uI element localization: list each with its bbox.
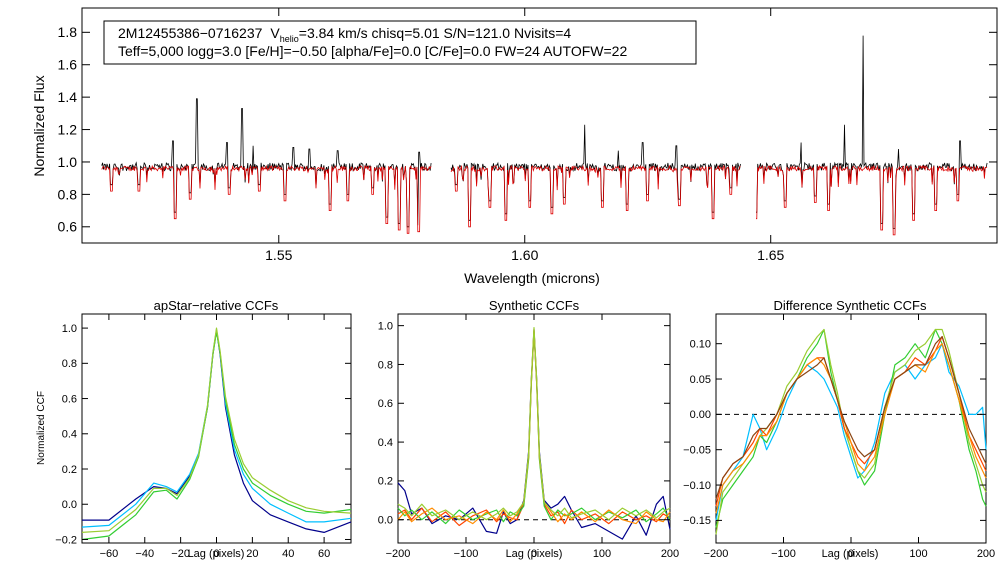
difference-ytick-label: −0.10 (683, 480, 711, 492)
synthetic-xtick-label: 100 (593, 548, 611, 560)
apstar-xtick-label: 40 (282, 548, 294, 560)
difference-ytick-label: 0.10 (690, 339, 711, 351)
difference-xtick-label: 0 (848, 548, 854, 560)
synthetic-ytick-label: 0.2 (378, 476, 393, 488)
spectrum-data (101, 35, 988, 236)
synthetic-ytick-label: 0.0 (378, 515, 393, 527)
apstar-xtick-label: 20 (246, 548, 258, 560)
spectrum-ytick-label: 0.6 (58, 219, 78, 235)
legend-box (103, 20, 697, 65)
spectrum-series-observed-chip-3 (756, 35, 988, 229)
synthetic-title: Synthetic CCFs (489, 298, 580, 313)
synthetic-series-template-2 (397, 330, 671, 527)
synthetic-ytick-label: 1.0 (378, 320, 393, 332)
spectrum-ytick-label: 1.2 (58, 121, 78, 137)
legend-star-id: 2M12455386−0716237 (118, 25, 263, 41)
synthetic-ytick-label: 0.6 (378, 398, 393, 410)
spectrum-ytick-label: 1.0 (58, 154, 78, 170)
apstar-xtick-label: −60 (100, 548, 119, 560)
difference-data (715, 328, 987, 535)
apstar-ytick-label: 0.4 (62, 429, 77, 441)
difference-series-diff-3 (715, 328, 987, 535)
spectrum-xtick-label: 1.60 (511, 247, 538, 263)
apstar-ytick-label: 0.2 (62, 464, 77, 476)
apstar-x-label: Lag (pixels) (188, 548, 245, 560)
apstar-series-visit-4 (81, 327, 352, 533)
difference-ticks: −200 −100 0 100 200 −0.15 −0.10 −0.05 0.00 0.05 0.… (683, 314, 995, 560)
apstar-ytick-label: 0.6 (62, 393, 77, 405)
synthetic-ytick-label: 0.8 (378, 359, 393, 371)
difference-xtick-label: −100 (771, 548, 796, 560)
apstar-xtick-label: −20 (171, 548, 190, 560)
spectrum-ytick-label: 1.6 (58, 57, 78, 73)
apstar-ccf-panel: apStar−relative CCFs −60 −40 −20 0 20 40 60 −0.… (36, 298, 352, 560)
difference-ytick-label: −0.05 (683, 445, 711, 457)
legend-v-values: =3.84 km/s chisq=5.01 S/N=121.0 Nvisits=… (299, 25, 572, 41)
difference-xtick-label: 200 (977, 548, 995, 560)
spectrum-xtick-label: 1.65 (757, 247, 784, 263)
spectrum-series-model-chip-3 (756, 164, 988, 236)
synthetic-xtick-label: −200 (386, 548, 411, 560)
synthetic-series-template-4 (397, 328, 671, 525)
apstar-xtick-label: 60 (318, 548, 330, 560)
spectrum-ticks: 1.55 1.60 1.65 0.6 0.8 1.0 1.2 1.4 1.6 1.8 (58, 8, 997, 263)
apstar-ytick-label: 1.0 (62, 323, 77, 335)
difference-ytick-label: 0.05 (690, 374, 711, 386)
spectrum-panel: 1.55 1.60 1.65 0.6 0.8 1.0 1.2 1.4 1.6 1.8 2M1245… (31, 7, 998, 286)
spectrum-series-observed-chip-1 (101, 98, 432, 228)
spectrum-series-model-chip-1 (101, 164, 432, 234)
apstar-ytick-label: 0.0 (62, 499, 77, 511)
spectrum-x-label: Wavelength (microns) (464, 270, 600, 286)
spectrum-ytick-label: 1.8 (58, 24, 78, 40)
spectrum-axes-frame (81, 7, 998, 244)
synthetic-series-template-1 (397, 328, 671, 540)
apstar-ticks: −60 −40 −20 0 20 40 60 −0.2 0.0 0.2 0.4 0.6 0.8 1.0 (55, 314, 351, 560)
apstar-ytick-label: −0.2 (55, 534, 77, 546)
difference-ccf-panel: Difference Synthetic CCFs −200 −100 0 100 20… (683, 298, 995, 560)
difference-title: Difference Synthetic CCFs (774, 298, 927, 313)
synthetic-ccf-panel: Synthetic CCFs −200 −100 0 100 200 0.0 0.2 0.4 0… (378, 298, 679, 560)
synthetic-x-label: Lag (pixels) (506, 548, 563, 560)
legend-line-1: 2M12455386−0716237 Vhelio=3.84 km/s chisq… (118, 25, 571, 44)
spectrum-ytick-label: 0.8 (58, 186, 78, 202)
synthetic-xtick-label: 0 (531, 548, 537, 560)
apstar-xtick-label: 0 (213, 548, 219, 560)
apstar-ytick-label: 0.8 (62, 358, 77, 370)
synthetic-data (397, 327, 671, 540)
spectrum-y-label: Normalized Flux (31, 75, 47, 176)
synthetic-ytick-label: 0.4 (378, 437, 393, 449)
legend-v-subscript: helio (280, 34, 299, 44)
apstar-series-visit-1 (82, 329, 352, 534)
spectrum-series-model-chip-2 (450, 164, 741, 228)
legend-v-symbol: V (270, 25, 280, 41)
synthetic-xtick-label: −100 (454, 548, 479, 560)
synthetic-xtick-label: 200 (661, 548, 679, 560)
legend-line-2: Teff=5,000 logg=3.0 [Fe/H]=−0.50 [alpha/… (118, 43, 627, 59)
difference-xtick-label: −200 (704, 548, 729, 560)
apstar-data (81, 327, 352, 541)
difference-series-diff-6 (715, 336, 987, 500)
spectrum-series-observed-chip-2 (450, 124, 741, 221)
synthetic-series-template-3 (397, 330, 671, 525)
difference-ytick-label: 0.00 (690, 409, 711, 421)
apstar-xtick-label: −40 (135, 548, 154, 560)
apstar-series-visit-2 (81, 329, 352, 528)
difference-series-diff-5 (715, 343, 987, 514)
synthetic-axes-frame (397, 313, 671, 544)
synthetic-series-template-5 (397, 327, 671, 521)
synthetic-ticks: −200 −100 0 100 200 0.0 0.2 0.4 0.6 0.8 1.0 (378, 314, 679, 560)
apstar-y-label: Normalized CCF (36, 391, 47, 465)
difference-ytick-label: −0.15 (683, 515, 711, 527)
spectrum-xtick-label: 1.55 (265, 247, 292, 263)
apstar-title: apStar−relative CCFs (154, 298, 279, 313)
difference-x-label: Lag (pixels) (822, 548, 879, 560)
spectrum-ytick-label: 1.4 (58, 89, 78, 105)
difference-xtick-label: 100 (909, 548, 927, 560)
